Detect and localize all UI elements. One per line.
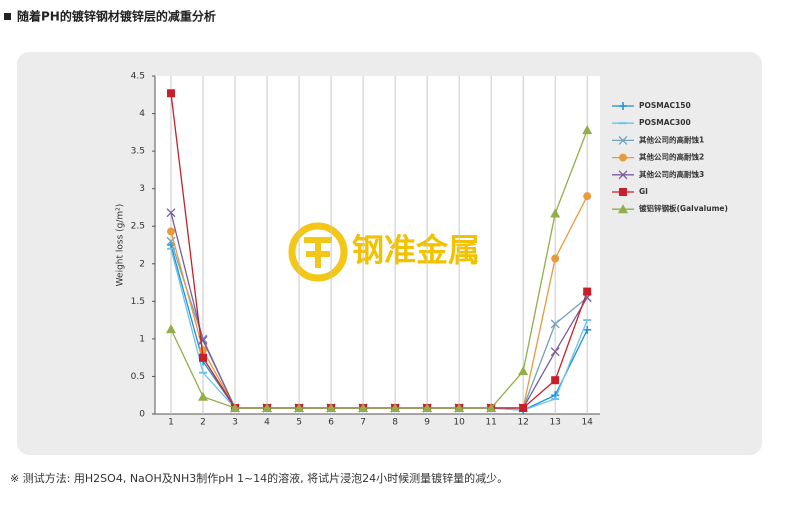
marker	[358, 402, 369, 412]
marker	[619, 153, 627, 162]
y-tick-label: 2.5	[131, 222, 145, 232]
marker	[422, 402, 433, 412]
x-tick-label: 3	[232, 418, 238, 428]
x-tick-label: 14	[581, 418, 593, 428]
marker	[167, 89, 176, 98]
marker	[519, 403, 528, 412]
x-tick-label: 2	[200, 418, 206, 428]
marker	[583, 192, 592, 201]
legend-label: 其他公司的高耐蚀1	[639, 134, 704, 144]
marker	[166, 324, 177, 334]
marker	[582, 125, 593, 135]
marker	[199, 353, 208, 362]
marker	[390, 402, 401, 412]
y-tick-label: 0	[139, 410, 145, 420]
marker	[326, 402, 337, 412]
legend-label: 其他公司的高耐蚀2	[639, 152, 704, 162]
legend-label: POSMAC300	[639, 118, 691, 127]
x-tick-label: 1	[168, 418, 174, 428]
y-tick-label: 3	[139, 184, 145, 194]
legend-label: POSMAC150	[639, 101, 691, 110]
marker	[618, 170, 628, 180]
footnote: ※ 测试方法: 用H2SO4, NaOH及NH3制作pH 1~14的溶液, 将试…	[10, 471, 508, 485]
marker	[551, 376, 560, 385]
marker	[166, 208, 176, 218]
marker	[619, 102, 627, 110]
x-tick-label: 9	[424, 418, 430, 428]
marker	[550, 347, 560, 357]
marker	[166, 236, 176, 246]
marker	[518, 366, 529, 376]
legend-label: 其他公司的高耐蚀3	[639, 169, 704, 179]
watermark-text: 钢准金属	[352, 231, 480, 269]
marker	[550, 208, 561, 218]
watermark-ring	[288, 222, 348, 282]
marker	[583, 287, 592, 296]
y-axis-label: Weight loss (g/m²)	[116, 204, 126, 287]
heading-bullet	[4, 13, 11, 20]
y-tick-label: 4	[139, 109, 145, 119]
y-tick-label: 0.5	[131, 372, 145, 382]
marker	[618, 204, 628, 214]
y-tick-label: 1.5	[131, 297, 145, 307]
y-tick-label: 4.5	[131, 72, 145, 82]
x-tick-label: 13	[549, 418, 560, 428]
heading: 随着PH的镀锌钢材镀锌层的减重分析	[17, 9, 216, 24]
x-tick-label: 8	[392, 418, 398, 428]
watermark-logo	[288, 222, 348, 282]
x-tick-label: 11	[485, 418, 496, 428]
x-tick-label: 7	[360, 418, 366, 428]
marker	[454, 402, 465, 412]
x-tick-label: 4	[264, 418, 270, 428]
marker	[619, 188, 627, 196]
x-tick-label: 12	[517, 418, 528, 428]
x-tick-label: 5	[296, 418, 302, 428]
x-tick-label: 10	[453, 418, 465, 428]
watermark-glyph	[304, 237, 332, 268]
marker	[199, 346, 208, 355]
y-tick-label: 3.5	[131, 147, 145, 157]
marker	[618, 135, 628, 145]
marker	[294, 402, 305, 412]
marker	[486, 402, 497, 412]
marker	[262, 402, 273, 412]
marker	[583, 325, 592, 334]
y-tick-label: 1	[139, 334, 145, 344]
marker	[198, 391, 209, 401]
marker	[550, 319, 560, 329]
legend-label: 镀铝锌钢板(Galvalume)	[639, 203, 728, 213]
marker	[230, 402, 241, 412]
legend-label: GI	[639, 187, 648, 196]
y-tick-label: 2	[139, 259, 145, 269]
marker	[551, 254, 560, 263]
x-tick-label: 6	[328, 418, 334, 428]
series-line	[170, 129, 588, 409]
marker	[167, 227, 176, 236]
